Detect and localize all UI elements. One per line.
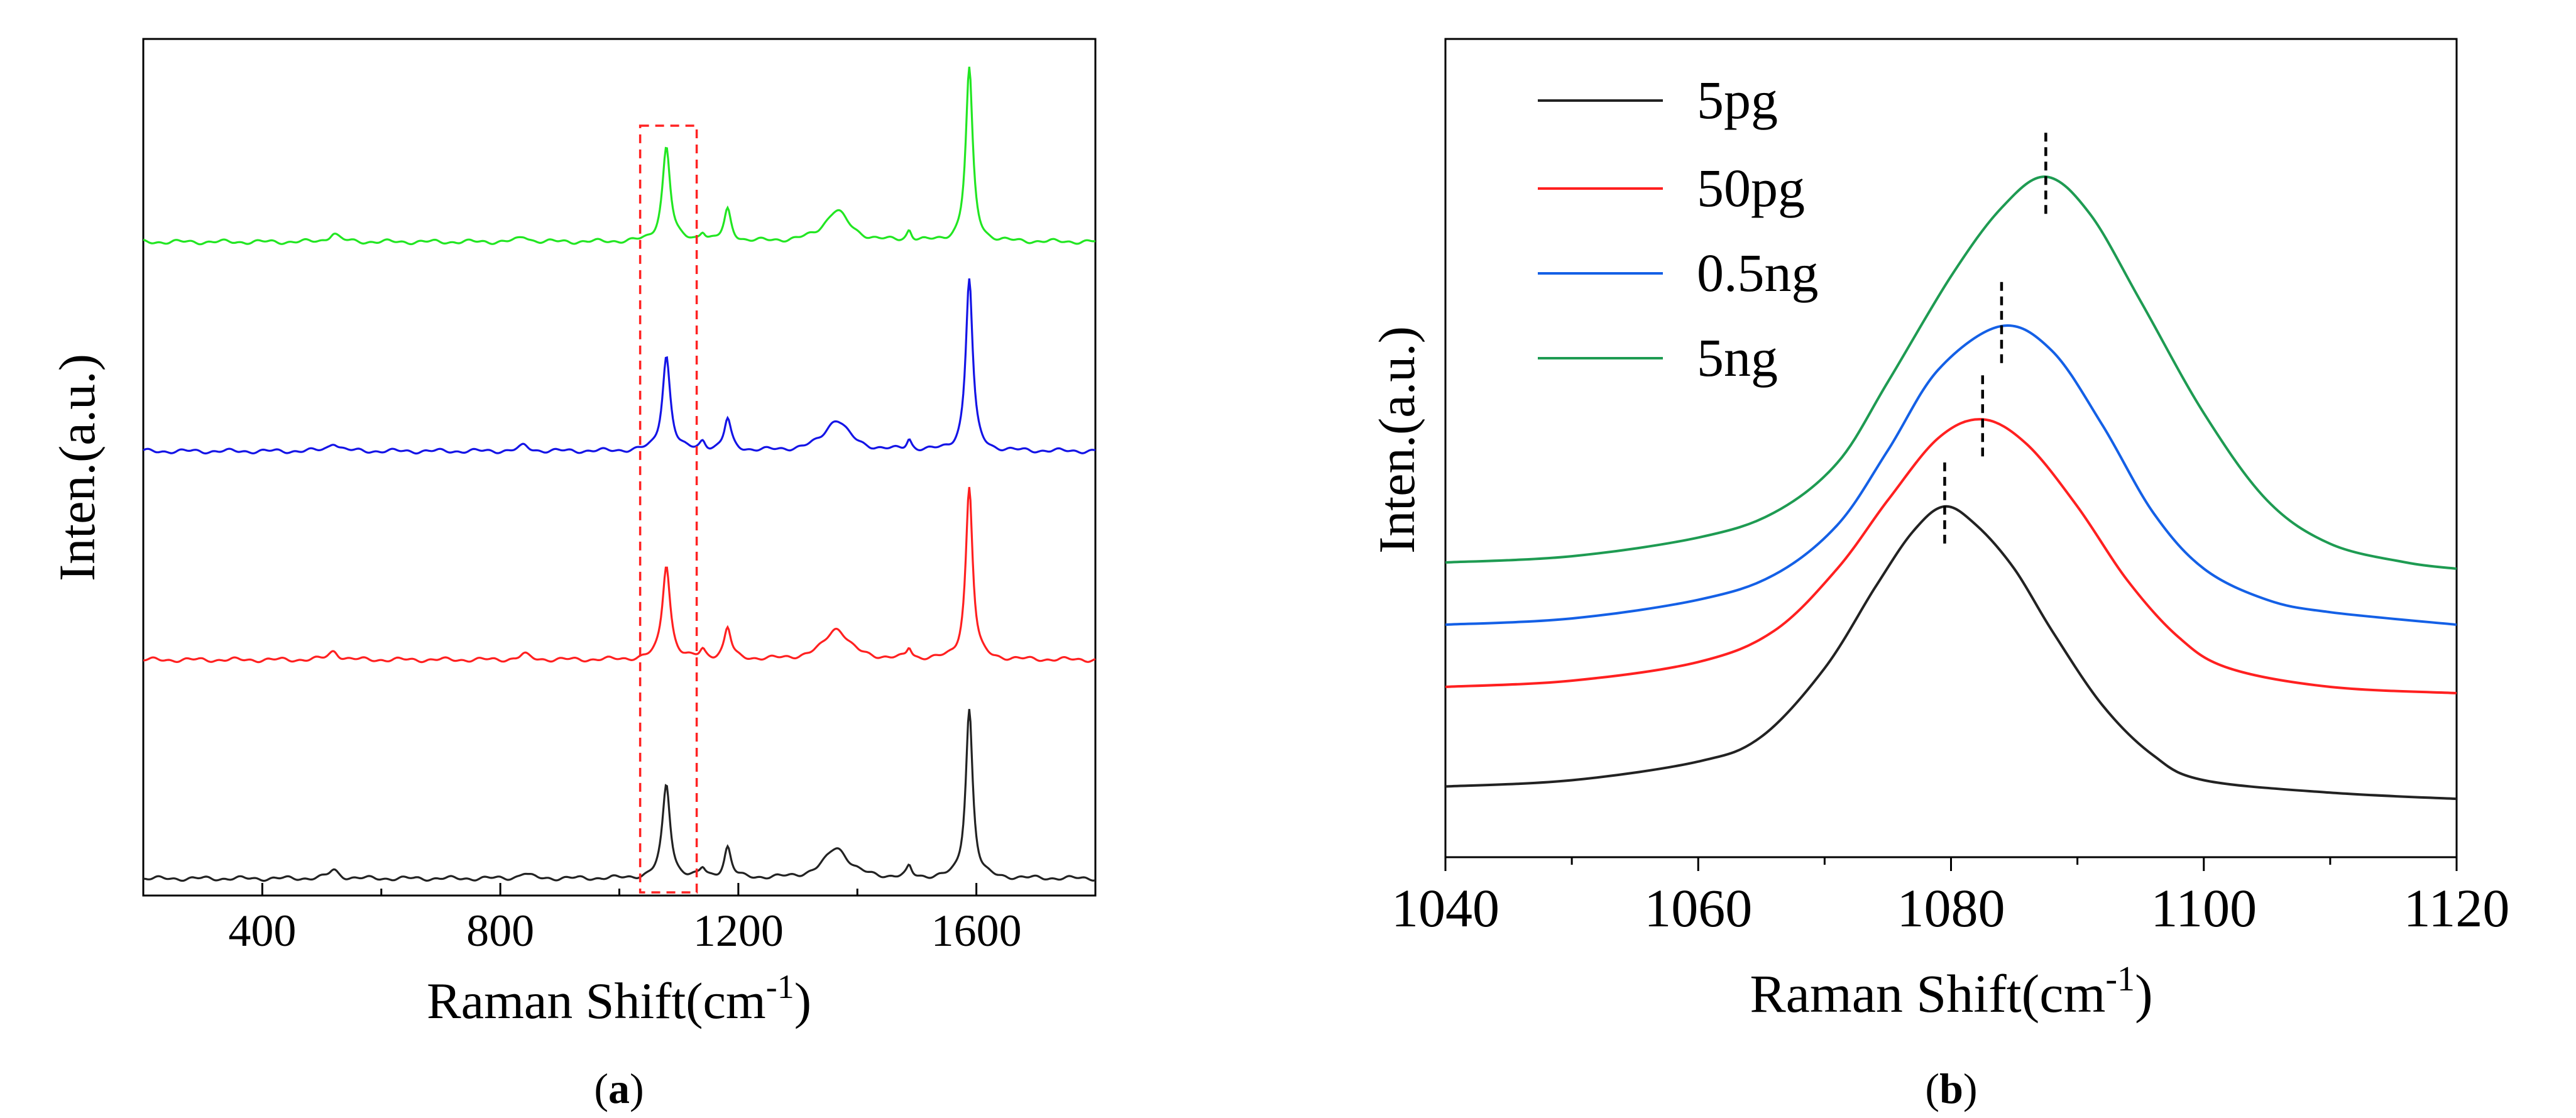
panel-a-caption: (a) [594,1065,644,1112]
panel-a-series-line-5pg [143,709,1096,882]
panel-a-series-group [143,67,1096,882]
panel-b-caption: (b) [1925,1065,1977,1112]
panel-a-series-line-0.5ng [143,278,1096,455]
panel-a-series-line-50pg [143,486,1096,664]
panel-b-legend-label: 5pg [1697,70,1778,130]
panel-a: 400 800 1200 1600 Inten.(a.u.) Raman Shift(… [48,38,1097,1112]
panel-b-x-tick-label: 1040 [1391,878,1499,938]
panel-a-x-tick-label: 1200 [693,906,784,956]
panel-a-x-tick-label: 400 [228,906,296,956]
panel-b-x-ticks: 1040 1060 1080 1100 1120 [1391,857,2509,938]
panel-b-y-axis-label: Inten.(a.u.) [1368,326,1425,554]
panel-b-legend-label: 5ng [1697,327,1778,388]
panel-b-x-axis-label: Raman Shift(cm-1) [1750,960,2152,1024]
panel-b-x-tick-label: 1080 [1897,878,2005,938]
panel-b-legend: 5pg 50pg 0.5ng 5ng [1538,70,1819,388]
panel-b-series-line-50pg [1445,418,2457,694]
panel-b-x-tick-label: 1100 [2151,878,2257,938]
panel-a-highlight-box [639,124,698,894]
panel-a-x-tick-label: 1600 [931,906,1022,956]
panel-b-legend-label: 50pg [1697,158,1805,218]
panel-a-x-ticks: 400 800 1200 1600 [142,883,1097,956]
panel-b-series-group [1445,175,2457,801]
panel-b-series-line-5ng [1445,175,2457,570]
panel-a-series-line-5ng [143,67,1096,246]
panel-b-x-tick-label: 1120 [2404,878,2510,938]
panel-b-series-line-5pg [1445,505,2457,801]
panel-b-legend-label: 0.5ng [1697,243,1819,303]
panel-b-peak-markers [1943,133,2047,547]
panel-b-x-tick-label: 1060 [1644,878,1752,938]
panel-a-axes-frame [142,38,1097,897]
panel-b: 1040 1060 1080 1100 1120 5pg 50pg 0.5ng 5ng Int… [1368,38,2509,1112]
panel-b-series-line-0.5ng [1445,324,2457,626]
panel-a-y-axis-label: Inten.(a.u.) [48,354,106,581]
panel-a-x-tick-label: 800 [466,906,534,956]
panel-a-x-axis-label: Raman Shift(cm-1) [427,968,811,1029]
panel-b-axes-frame [1444,38,2458,858]
